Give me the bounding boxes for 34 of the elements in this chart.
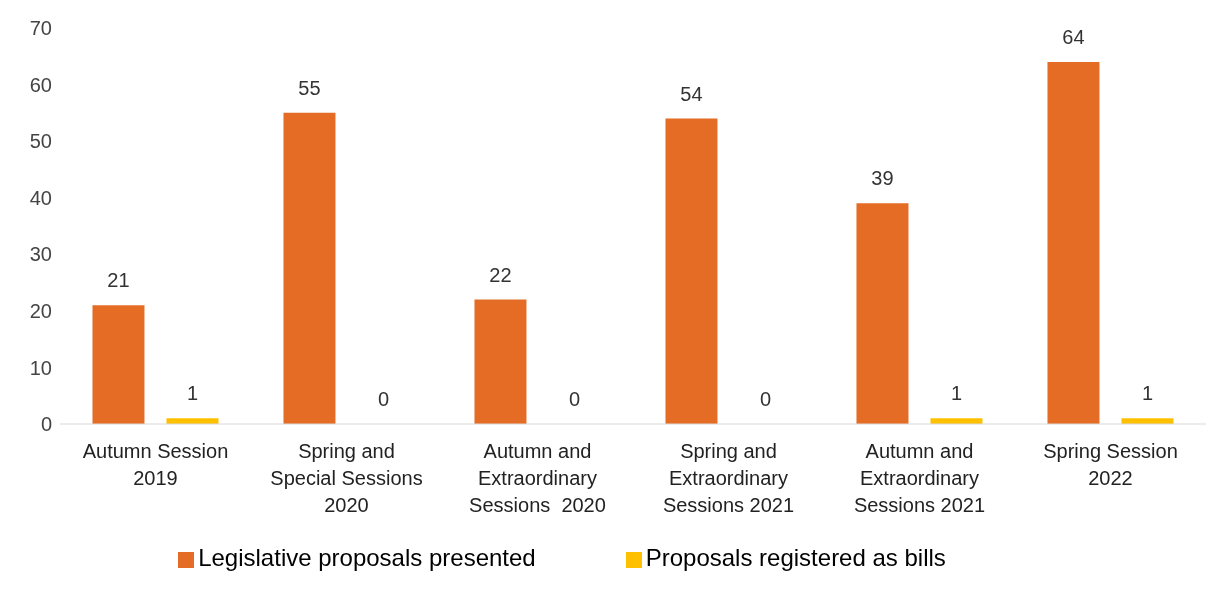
y-tick-label: 10	[29, 356, 52, 379]
legend-label: Proposals registered as bills	[645, 544, 946, 571]
y-tick-label: 30	[29, 243, 52, 266]
x-tick-label: Autumn Session 2019	[82, 440, 229, 489]
x-tick-label: Autumn and Extraordinary Sessions 2020	[469, 440, 606, 516]
y-tick-label: 20	[29, 299, 52, 322]
bar	[1047, 61, 1100, 424]
data-label: 1	[1141, 382, 1154, 405]
bar	[665, 118, 718, 424]
data-label: 21	[107, 269, 130, 292]
data-label: 1	[186, 382, 199, 405]
data-label: 0	[377, 387, 390, 410]
x-tick-label: Spring and Special Sessions 2020	[270, 440, 423, 516]
legend-label: Legislative proposals presented	[198, 544, 536, 571]
data-label: 0	[568, 387, 581, 410]
y-tick-label: 70	[29, 17, 52, 40]
y-tick-label: 60	[29, 73, 52, 96]
data-label: 39	[871, 167, 894, 190]
bar	[474, 299, 527, 424]
y-tick-label: 50	[29, 130, 52, 153]
data-label: 55	[298, 76, 321, 99]
x-tick-label: Autumn and Extraordinary Sessions 2021	[853, 440, 986, 516]
bar	[283, 112, 336, 424]
y-tick-label: 0	[40, 413, 52, 436]
data-label: 54	[680, 82, 703, 105]
x-tick-label: Spring and Extraordinary Sessions 2021	[662, 440, 795, 516]
bar	[856, 203, 909, 424]
data-label: 0	[759, 387, 772, 410]
data-label: 64	[1062, 25, 1085, 48]
data-label: 22	[489, 263, 512, 286]
y-tick-label: 40	[29, 186, 52, 209]
data-label: 1	[950, 382, 963, 405]
x-tick-label: Spring Session 2022	[1043, 440, 1178, 489]
bar	[92, 305, 145, 424]
